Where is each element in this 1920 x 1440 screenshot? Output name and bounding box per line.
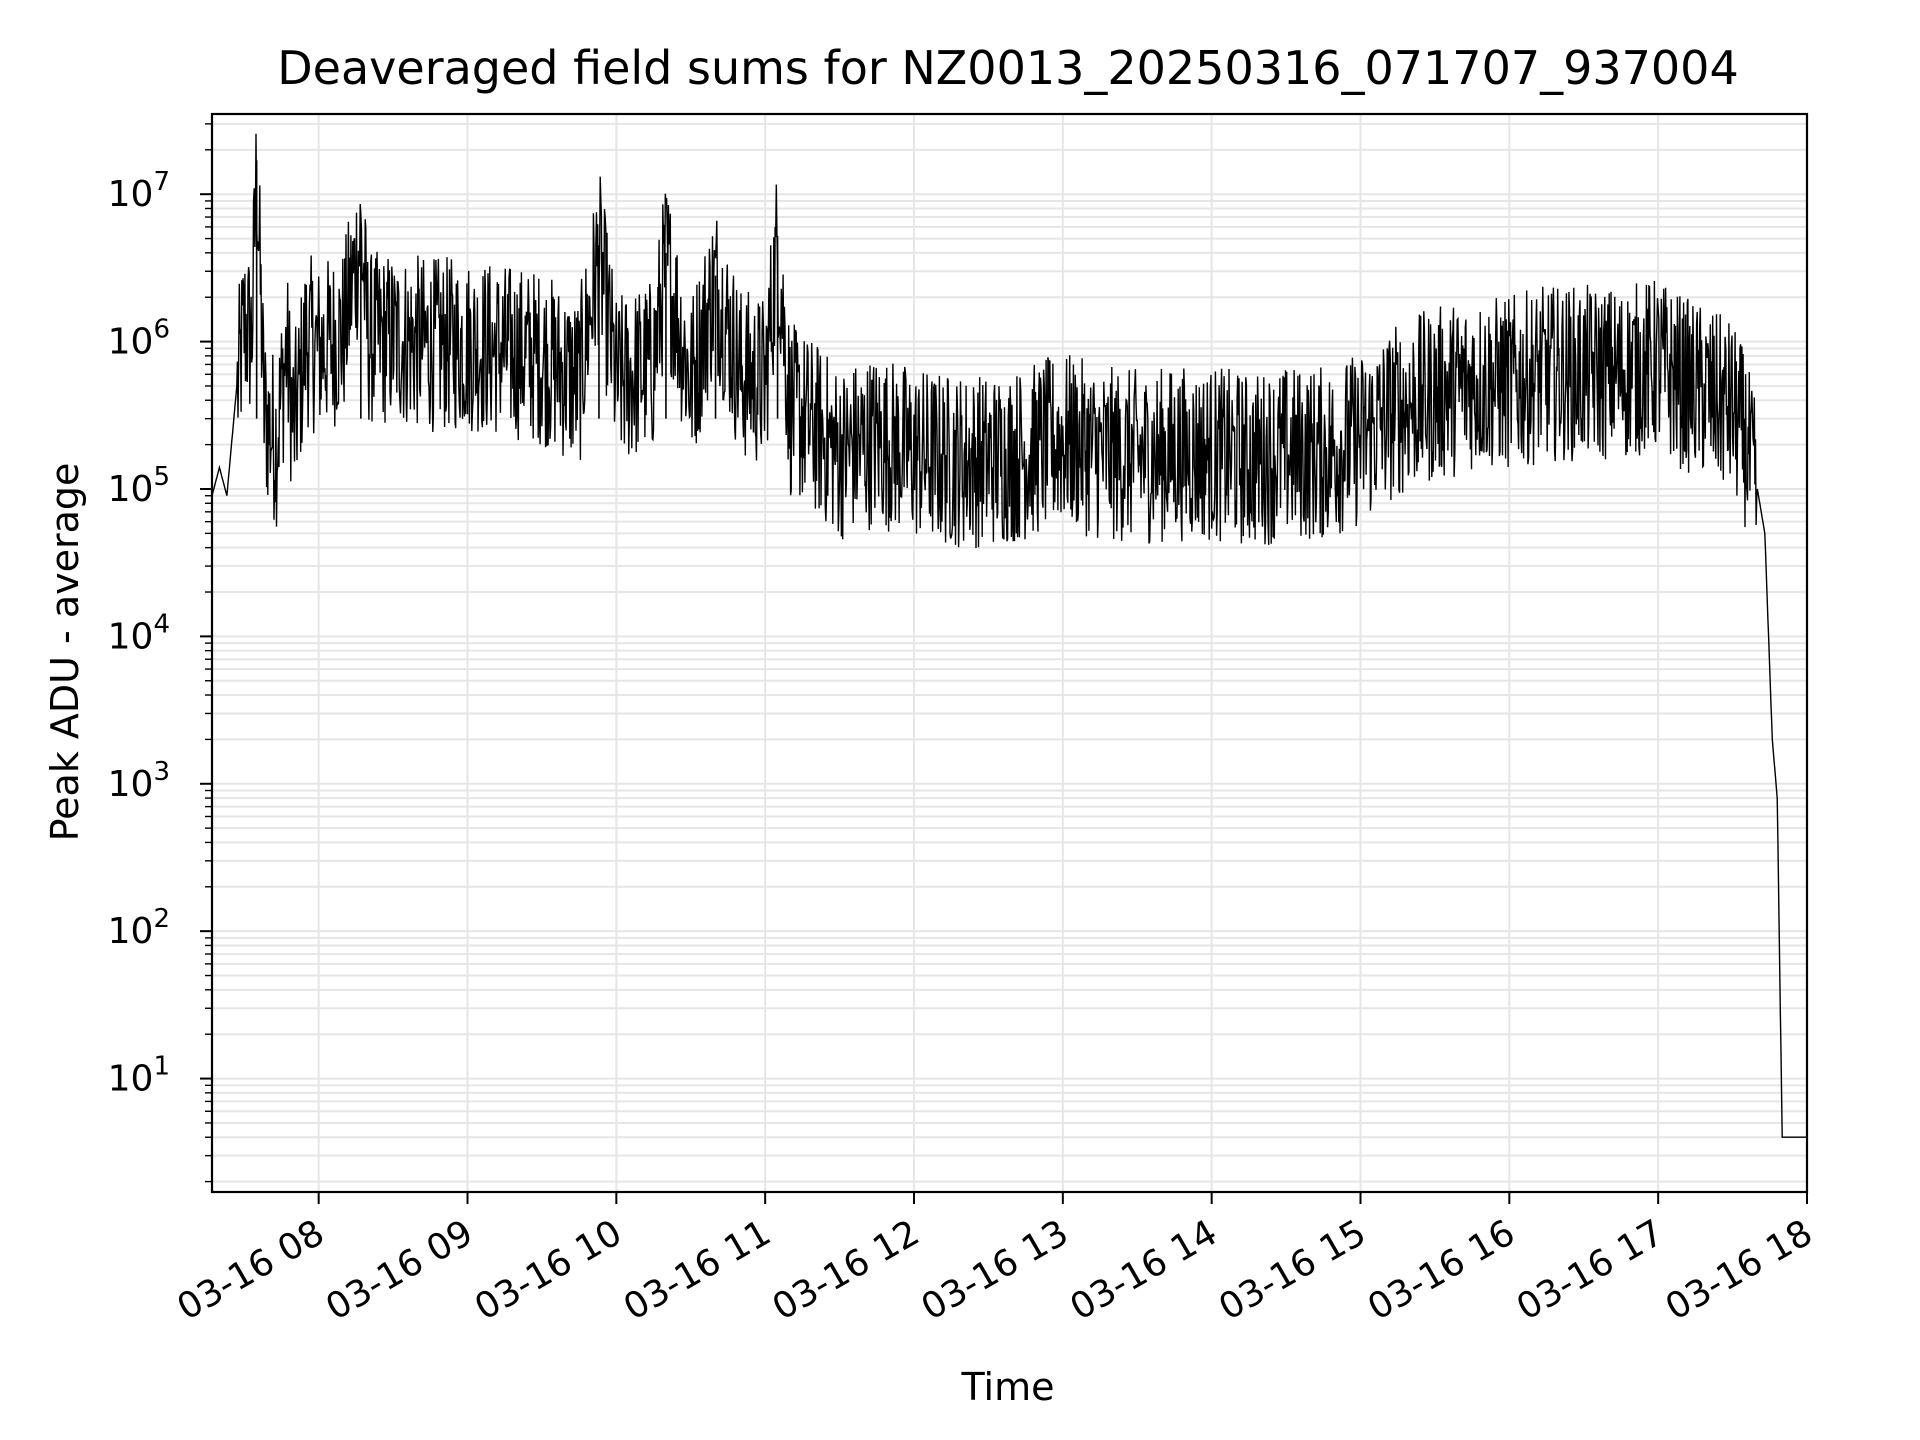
y-tick-exponent: 5 <box>153 462 170 492</box>
y-tick-exponent: 4 <box>153 609 170 639</box>
y-tick-exponent: 7 <box>153 167 170 197</box>
plot-frame <box>210 112 1809 1194</box>
y-axis-label: Peak ADU - average <box>43 463 87 842</box>
y-tick-exponent: 3 <box>153 757 170 787</box>
y-tick-exponent: 1 <box>153 1052 170 1082</box>
chart-title: Deaveraged field sums for NZ0013_2025031… <box>277 41 1738 95</box>
series-line <box>211 133 1807 1138</box>
data-series <box>211 133 1807 1138</box>
y-tick-label: 106 <box>108 315 170 363</box>
x-axis-label: Time <box>961 1365 1055 1409</box>
y-tick-label: 102 <box>108 904 170 952</box>
grid <box>212 114 1808 1192</box>
y-tick-exponent: 6 <box>153 315 170 345</box>
y-tick-exponent: 2 <box>153 904 170 934</box>
